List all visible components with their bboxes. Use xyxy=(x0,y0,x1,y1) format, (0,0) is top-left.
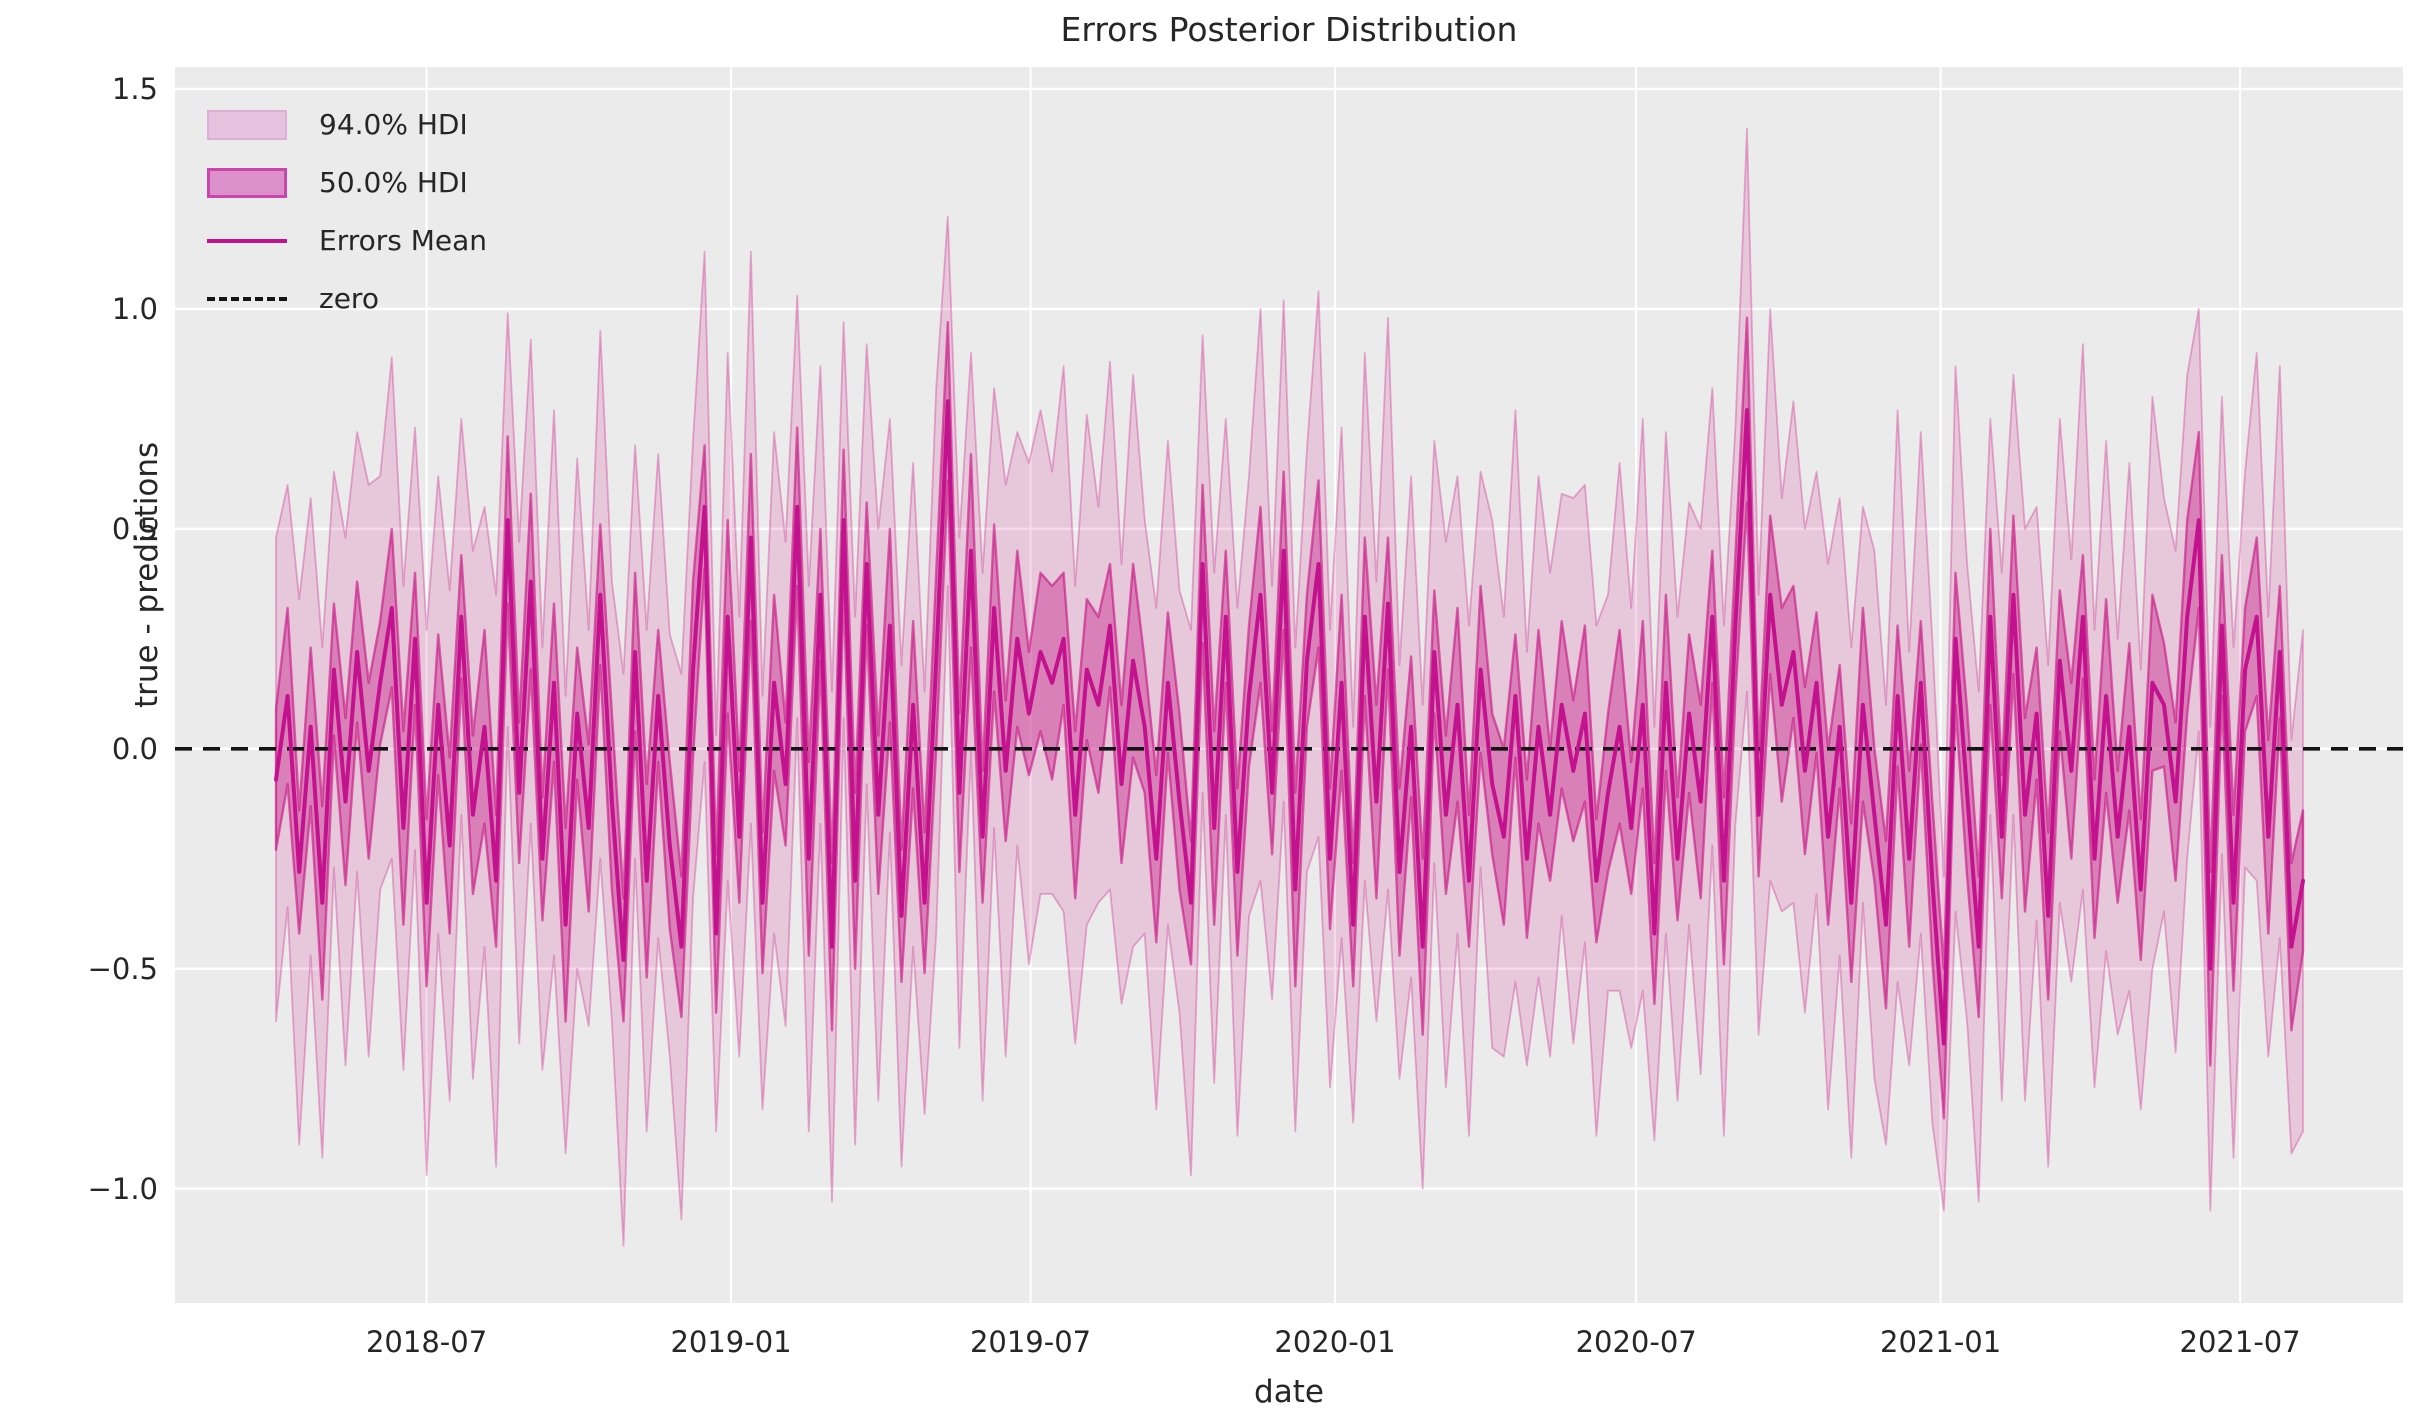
y-tick-label: −1.0 xyxy=(88,1172,158,1206)
x-axis-label: date xyxy=(1254,1374,1324,1410)
y-axis-label: true - predictions xyxy=(129,441,166,708)
y-tick-label: 0.5 xyxy=(112,512,158,546)
mean-line-swatch-icon xyxy=(207,239,287,243)
legend-item-mean: Errors Mean xyxy=(207,212,487,270)
x-tick-label: 2019-07 xyxy=(970,1325,1091,1359)
hdi94-swatch-icon xyxy=(207,110,287,140)
y-tick-label: 1.5 xyxy=(112,72,158,106)
x-tick-label: 2021-01 xyxy=(1880,1325,2001,1359)
x-tick-label: 2020-01 xyxy=(1274,1325,1395,1359)
x-tick-label: 2020-07 xyxy=(1576,1325,1697,1359)
y-tick-label: 1.0 xyxy=(112,292,158,326)
errors-mean-line xyxy=(274,399,2305,1046)
zero-line-swatch-icon xyxy=(207,297,287,301)
legend: 94.0% HDI 50.0% HDI Errors Mean zero xyxy=(207,96,487,328)
legend-label-zero: zero xyxy=(319,282,379,315)
y-tick-label: −0.5 xyxy=(88,952,158,986)
chart-title: Errors Posterior Distribution xyxy=(1060,10,1518,49)
x-tick-label: 2018-07 xyxy=(366,1325,487,1359)
y-tick-label: 0.0 xyxy=(112,732,158,766)
legend-item-hdi50: 50.0% HDI xyxy=(207,154,487,212)
legend-item-hdi94: 94.0% HDI xyxy=(207,96,487,154)
legend-label-hdi50: 50.0% HDI xyxy=(319,166,468,199)
x-tick-label: 2021-07 xyxy=(2180,1325,2301,1359)
legend-item-zero: zero xyxy=(207,270,487,328)
x-tick-label: 2019-01 xyxy=(670,1325,791,1359)
legend-label-mean: Errors Mean xyxy=(319,224,488,257)
hdi50-swatch-icon xyxy=(207,168,287,198)
legend-label-hdi94: 94.0% HDI xyxy=(319,108,468,141)
